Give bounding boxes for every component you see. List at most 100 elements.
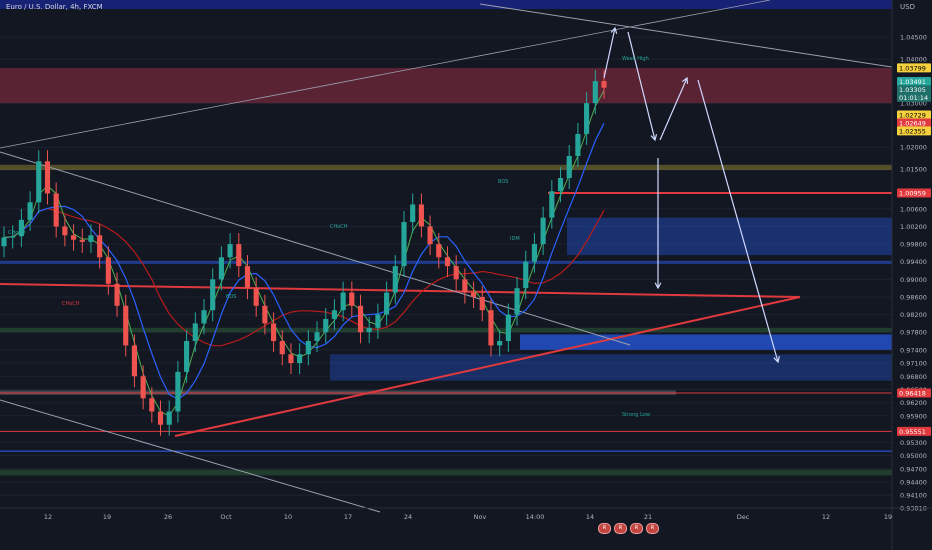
price-label-badge <box>897 77 931 87</box>
candle-body <box>479 296 485 311</box>
axis-currency-label: USD <box>900 3 915 11</box>
candle-body <box>392 266 398 293</box>
event-badge[interactable]: R <box>598 523 611 534</box>
candle-body <box>444 257 451 267</box>
candle-body <box>270 323 277 342</box>
premium-band <box>0 164 892 171</box>
candle-body <box>175 371 181 412</box>
projection-arrow-up-2-head <box>681 76 689 85</box>
candle-body <box>418 204 424 227</box>
annotation-label: CHoCH <box>62 301 80 307</box>
candle-body <box>279 341 285 355</box>
price-label-badge <box>897 388 931 398</box>
price-label-text: 1.02355 <box>899 127 926 135</box>
candle-body <box>505 314 511 342</box>
time-tick-label: 19 <box>884 513 892 521</box>
candle-body <box>557 178 564 192</box>
ma-slow-line <box>3 207 605 347</box>
price-label-text: 1.03305 <box>899 86 926 94</box>
candle-body <box>349 292 355 306</box>
price-tick-label: 1.03000 <box>900 100 927 108</box>
candle-body <box>70 235 77 240</box>
projection-arrow-up-head <box>610 26 618 34</box>
supply-zone <box>0 67 892 104</box>
candle-body <box>566 155 572 179</box>
candle-body <box>401 222 407 267</box>
price-tick-label: 0.95900 <box>900 412 927 420</box>
price-label-badge <box>897 126 931 136</box>
candle-body <box>462 279 468 293</box>
candle-body <box>340 292 346 311</box>
annotation-label: BOS <box>226 294 236 300</box>
candle-body <box>375 314 381 328</box>
time-tick-label: 10 <box>284 513 292 521</box>
projection-arrow-down-1-head <box>650 134 658 142</box>
candle-body <box>436 244 442 258</box>
demand-zone-wide <box>330 354 892 381</box>
price-tick-label: 0.98600 <box>900 293 927 301</box>
time-tick-label: 24 <box>404 513 412 521</box>
candle-body <box>123 305 129 346</box>
price-tick-label: 0.98200 <box>900 311 927 319</box>
event-badge[interactable]: R <box>646 523 659 534</box>
candle-body <box>297 354 303 364</box>
annotation-label: CHoCH <box>8 230 26 236</box>
candle-body <box>244 266 251 289</box>
time-tick-label: 26 <box>164 513 172 521</box>
price-tick-label: 0.94700 <box>900 465 927 473</box>
candle-body <box>192 323 198 342</box>
channel-line <box>0 0 771 149</box>
candle-body <box>44 161 51 194</box>
price-label-text: 1.02649 <box>899 119 926 127</box>
candle-body <box>97 235 103 258</box>
candle-body <box>488 310 494 346</box>
candle-body <box>149 398 155 412</box>
event-badge[interactable]: R <box>630 523 643 534</box>
candle-body <box>157 411 164 425</box>
candle-body <box>575 133 581 156</box>
candle-body <box>201 310 207 324</box>
lower-band <box>0 469 892 476</box>
price-label-badge <box>897 63 931 73</box>
candle-body <box>114 283 120 306</box>
price-label-badge <box>897 188 931 198</box>
candle-body <box>427 226 433 245</box>
annotation-label: BOS <box>498 179 508 185</box>
candle-body <box>253 288 259 306</box>
event-badge[interactable]: R <box>614 523 627 534</box>
candle-body <box>540 217 546 245</box>
time-tick-label: 21 <box>644 513 652 521</box>
candle-body <box>184 341 190 372</box>
time-tick-label: Nov <box>474 513 487 521</box>
projection-arrow-down-2 <box>697 79 779 363</box>
projection-arrow-up <box>603 27 616 79</box>
lower-trendline <box>0 399 381 513</box>
candle-body <box>592 81 598 104</box>
price-tick-label: 0.99800 <box>900 241 927 249</box>
ma-mid-line <box>3 123 605 400</box>
price-label-badge <box>897 92 931 102</box>
price-tick-label: 0.99400 <box>900 258 927 266</box>
candle-body <box>497 341 503 346</box>
candle-body <box>227 244 233 258</box>
price-tick-label: 0.97800 <box>900 329 927 337</box>
upper-trendline <box>479 3 893 68</box>
candle-body <box>18 219 24 237</box>
price-tick-label: 0.94400 <box>900 479 927 487</box>
candle-body <box>105 257 111 284</box>
candle-body <box>236 244 242 267</box>
event-badges: R R R R <box>598 523 659 534</box>
time-tick-label: 14 <box>586 513 594 521</box>
price-tick-label: 1.04500 <box>900 34 927 42</box>
price-tick-label: 0.96200 <box>900 399 927 407</box>
projection-arrow-down-1 <box>627 31 656 141</box>
time-tick-label: Dec <box>737 513 750 521</box>
candle-body <box>549 191 555 218</box>
candle-body <box>323 319 329 333</box>
candle-body <box>79 239 85 242</box>
rising-trendline <box>174 296 801 437</box>
falling-trendline <box>0 151 631 346</box>
price-label-badge <box>897 426 931 436</box>
